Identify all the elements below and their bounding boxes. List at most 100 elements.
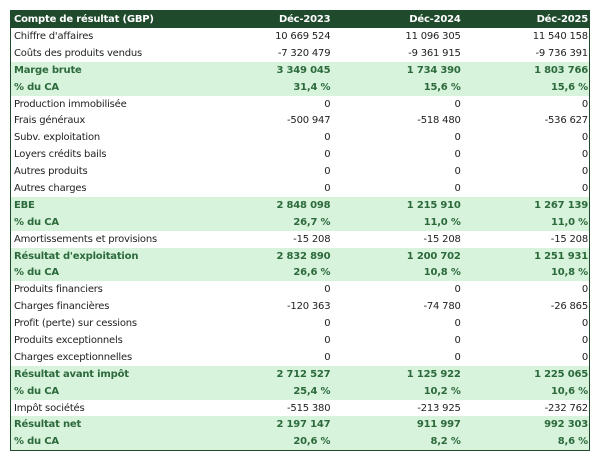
cell-value: -15 208: [293, 233, 331, 245]
table-row: Charges financières -120 363 -74 780 -26 86…: [11, 298, 589, 315]
table-row: % du CA 20,6 % 8,2 % 8,6 %: [11, 433, 589, 451]
cell-value: 1 200 702: [406, 250, 461, 262]
table-row: % du CA 31,4 % 15,6 % 15,6 %: [11, 78, 589, 96]
row-label: Profit (perte) sur cessions: [14, 318, 137, 330]
cell-value: 10,8 %: [423, 267, 461, 279]
row-label: Marge brute: [14, 64, 82, 76]
cell-value: 25,4 %: [293, 385, 331, 397]
table-row: Profit (perte) sur cessions 0 0 0: [11, 315, 589, 332]
cell-value: -9 361 915: [408, 47, 461, 59]
table-row: Production immobilisée 0 0 0: [11, 96, 589, 113]
table-row: % du CA 26,7 % 11,0 % 11,0 %: [11, 213, 589, 231]
cell-value: 0: [324, 132, 331, 144]
table-row: Charges exceptionnelles 0 0 0: [11, 349, 589, 366]
table-row: EBE 2 848 098 1 215 910 1 267 139: [11, 196, 589, 214]
cell-value: 31,4 %: [293, 81, 331, 93]
cell-value: 0: [581, 351, 588, 363]
row-label: Impôt sociétés: [14, 402, 85, 414]
cell-value: 0: [454, 334, 461, 346]
row-label: Produits financiers: [14, 284, 103, 296]
row-label: Frais généraux: [14, 115, 86, 127]
cell-value: 15,6 %: [551, 81, 588, 93]
row-label: Chiffre d'affaires: [14, 30, 94, 42]
cell-value: 0: [324, 334, 331, 346]
table-row: % du CA 25,4 % 10,2 % 10,6 %: [11, 382, 589, 400]
cell-value: -74 780: [423, 301, 461, 313]
cell-value: 2 712 527: [276, 368, 331, 380]
cell-value: 0: [324, 318, 331, 330]
table-row: Autres charges 0 0 0: [11, 180, 589, 197]
cell-value: 10 669 524: [275, 30, 331, 42]
row-label: Résultat d'exploitation: [14, 250, 139, 262]
row-label: Amortissements et provisions: [14, 233, 157, 245]
row-label: % du CA: [14, 81, 59, 93]
row-label: Charges exceptionnelles: [14, 351, 132, 363]
cell-value: 0: [581, 334, 588, 346]
row-label: Résultat net: [14, 419, 82, 431]
cell-value: -213 925: [417, 402, 461, 414]
cell-value: 0: [581, 149, 588, 161]
table-row: Marge brute 3 349 045 1 734 390 1 803 766: [11, 61, 589, 79]
table-row: Résultat avant impôt 2 712 527 1 125 922 1 …: [11, 365, 589, 383]
row-label: % du CA: [14, 216, 59, 228]
row-label: % du CA: [14, 385, 59, 397]
cell-value: 11,0 %: [423, 216, 461, 228]
cell-value: 2 832 890: [276, 250, 331, 262]
row-label: % du CA: [14, 436, 59, 448]
cell-value: 20,6 %: [293, 436, 331, 448]
cell-value: 0: [581, 132, 588, 144]
cell-value: 0: [581, 318, 588, 330]
cell-value: 1 803 766: [534, 64, 588, 76]
table-row: Autres produits 0 0 0: [11, 163, 589, 180]
cell-value: 992 303: [544, 419, 588, 431]
table-row: Subv. exploitation 0 0 0: [11, 129, 589, 146]
cell-value: 0: [324, 149, 331, 161]
table-row: Résultat net 2 197 147 911 997 992 303: [11, 416, 589, 434]
cell-value: 11 540 158: [532, 30, 588, 42]
cell-value: 0: [581, 98, 588, 110]
cell-value: 0: [324, 98, 331, 110]
row-label: Autres produits: [14, 166, 88, 178]
table-row: Amortissements et provisions -15 208 -15 2…: [11, 231, 589, 248]
cell-value: 0: [581, 182, 588, 194]
cell-value: 15,6 %: [423, 81, 461, 93]
cell-value: 0: [324, 182, 331, 194]
cell-value: -26 865: [550, 301, 588, 313]
table-row: Frais généraux -500 947 -518 480 -536 627: [11, 112, 589, 129]
cell-value: -518 480: [417, 115, 461, 127]
cell-value: 0: [454, 98, 461, 110]
cell-value: 0: [454, 284, 461, 296]
cell-value: 0: [324, 284, 331, 296]
cell-value: 8,6 %: [557, 436, 588, 448]
cell-value: 0: [454, 132, 461, 144]
cell-value: 10,8 %: [551, 267, 588, 279]
table-row: Chiffre d'affaires 10 669 524 11 096 305 11…: [11, 28, 589, 45]
row-label: Produits exceptionnels: [14, 334, 123, 346]
cell-value: -500 947: [287, 115, 331, 127]
cell-value: 0: [581, 166, 588, 178]
cell-value: 1 225 065: [534, 368, 588, 380]
row-label: % du CA: [14, 267, 59, 279]
table-header: Compte de résultat (GBP) Déc-2023 Déc-20…: [11, 10, 589, 28]
cell-value: -232 762: [544, 402, 589, 414]
row-label: Coûts des produits vendus: [14, 47, 143, 59]
row-label: Production immobilisée: [14, 98, 127, 110]
column-header: Déc-2025: [536, 13, 589, 25]
cell-value: -536 627: [544, 115, 589, 127]
row-label: Charges financières: [14, 301, 110, 313]
table-row: Loyers crédits bails 0 0 0: [11, 146, 589, 163]
cell-value: 0: [454, 149, 461, 161]
cell-value: 10,6 %: [551, 385, 588, 397]
table-row: Impôt sociétés -515 380 -213 925 -232 762: [11, 400, 589, 417]
table-row: Produits financiers 0 0 0: [11, 281, 589, 298]
cell-value: 0: [581, 284, 588, 296]
cell-value: 1 734 390: [406, 64, 461, 76]
table-title: Compte de résultat (GBP): [14, 13, 154, 25]
table-row: Coûts des produits vendus -7 320 479 -9 36…: [11, 45, 589, 62]
cell-value: -120 363: [287, 301, 331, 313]
cell-value: 10,2 %: [423, 385, 461, 397]
column-header: Déc-2023: [278, 13, 331, 25]
cell-value: 0: [324, 166, 331, 178]
cell-value: 0: [324, 351, 331, 363]
cell-value: 1 251 931: [534, 250, 588, 262]
